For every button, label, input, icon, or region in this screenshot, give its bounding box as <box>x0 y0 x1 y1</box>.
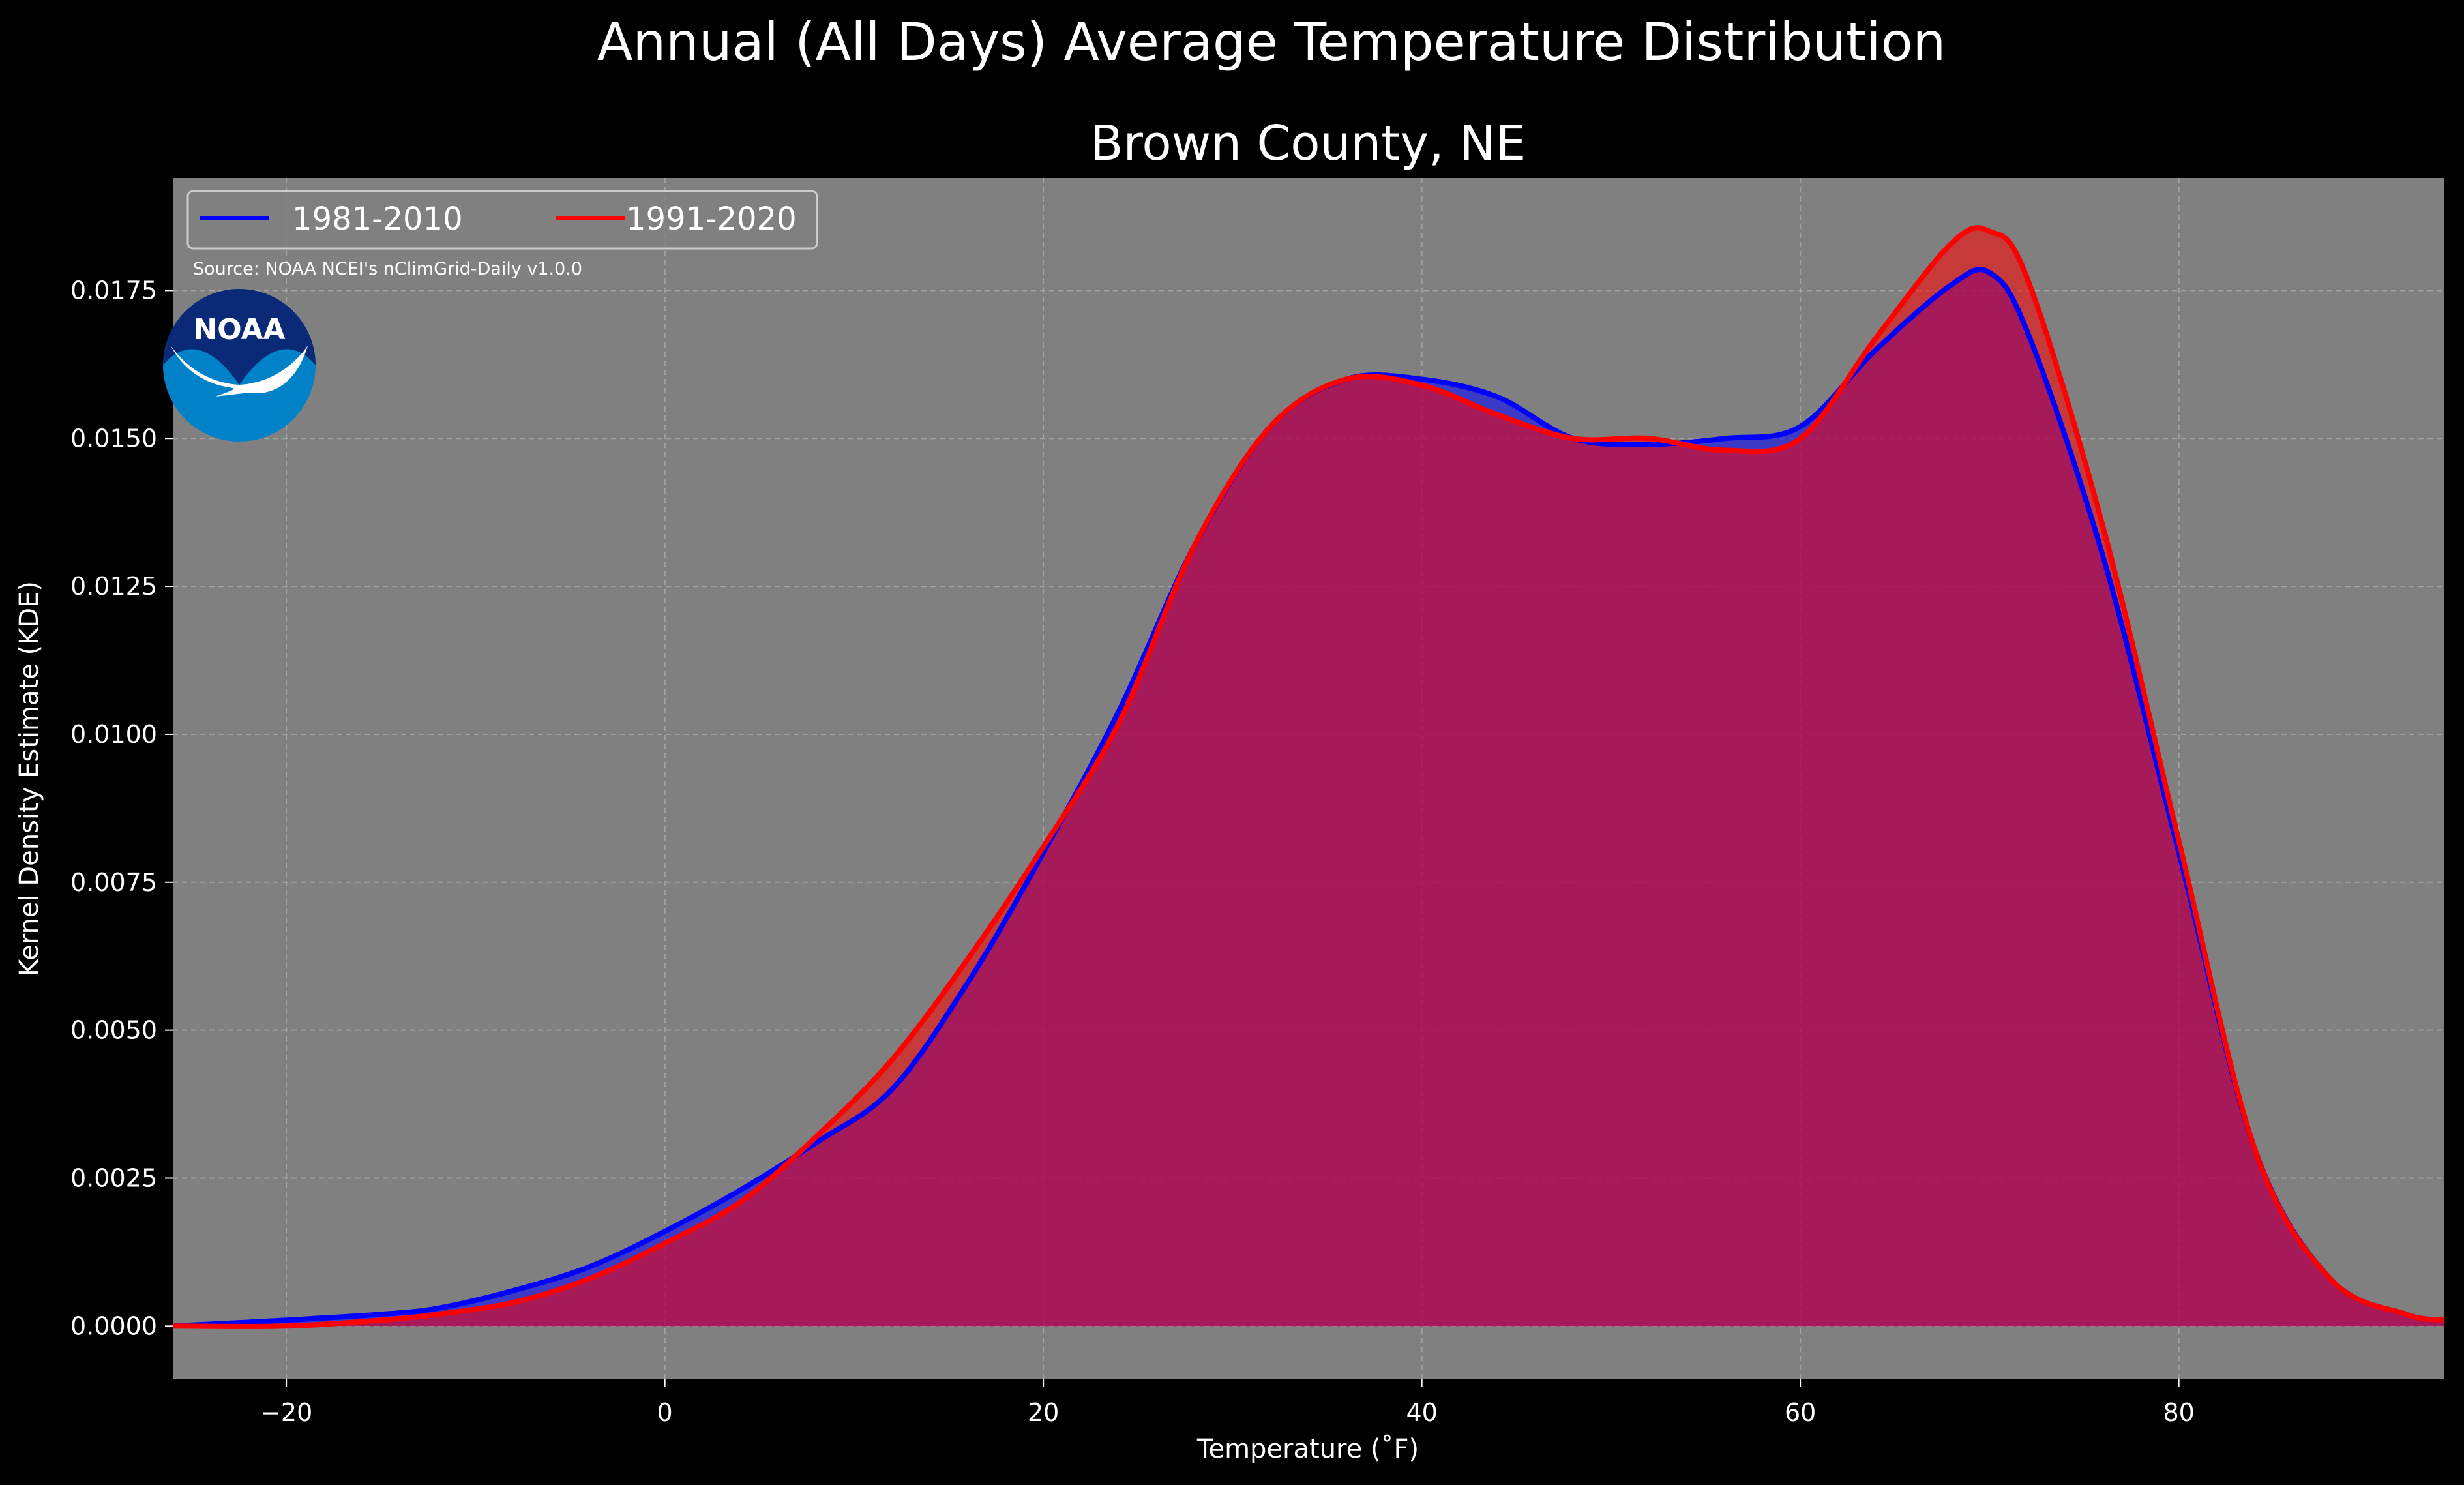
ticks: −20 0 20 40 60 80 0.0000 0.0025 0.0050 0.0075 0.01… <box>70 276 2195 1427</box>
chart-title: Brown County, NE <box>1090 115 1526 172</box>
noaa-logo-gull-icon <box>171 346 308 397</box>
chart-suptitle: Annual (All Days) Average Temperature Di… <box>597 12 1946 72</box>
series-layer <box>172 225 2444 1329</box>
y-tick-label: 0.0025 <box>70 1163 157 1192</box>
x-axis-label: Temperature (˚F) <box>1196 1434 1419 1464</box>
y-tick-label: 0.0150 <box>70 424 157 453</box>
x-tick-label: 20 <box>1028 1398 1059 1427</box>
x-tick-label: 0 <box>657 1398 673 1427</box>
noaa-logo-top <box>163 289 316 385</box>
y-axis-label: Kernel Density Estimate (KDE) <box>14 581 44 976</box>
noaa-logo-text: NOAA <box>193 313 285 346</box>
source-text: Source: NOAA NCEI's nClimGrid-Daily v1.0… <box>193 259 582 279</box>
y-tick-label: 0.0100 <box>70 720 157 749</box>
legend: 1981-2010 1991-2020 <box>186 190 818 250</box>
legend-box <box>186 190 818 250</box>
x-tick-label: 60 <box>1785 1398 1816 1427</box>
series-area-1991-2020 <box>173 228 2444 1327</box>
series-line-1991-2020 <box>172 225 2444 1329</box>
legend-label-1991-2020: 1991-2020 <box>626 201 797 237</box>
y-tick-label: 0.0075 <box>70 868 157 897</box>
noaa-logo: NOAA <box>163 289 316 442</box>
y-tick-label: 0.0175 <box>70 276 157 305</box>
series-line-1981-2010 <box>172 267 2444 1329</box>
x-tick-label: 40 <box>1406 1398 1437 1427</box>
y-tick-label: 0.0000 <box>70 1312 157 1340</box>
y-tick-label: 0.0050 <box>70 1016 157 1045</box>
x-tick-label: 80 <box>2163 1398 2194 1427</box>
y-tick-label: 0.0125 <box>70 572 157 601</box>
legend-label-1981-2010: 1981-2010 <box>292 201 463 237</box>
x-tick-label: −20 <box>260 1398 312 1427</box>
